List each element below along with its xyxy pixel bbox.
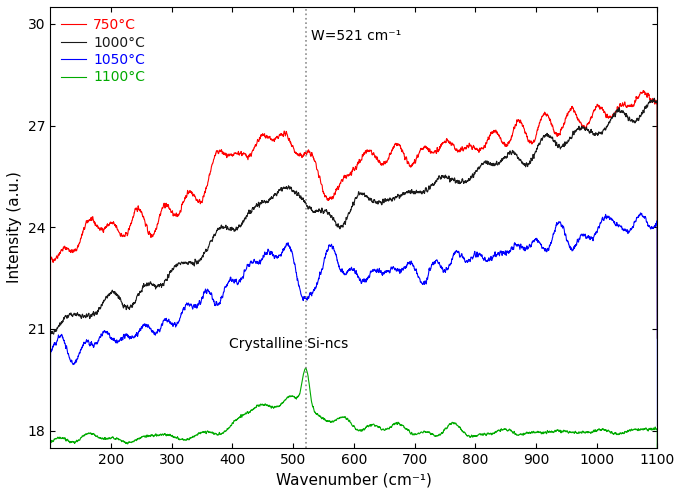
1050°C — [115, 338, 123, 344]
750°C — [279, 132, 287, 138]
1100°C — [279, 400, 287, 406]
Line: 1100°C: 1100°C — [50, 368, 657, 494]
1000°C — [576, 126, 584, 132]
1000°C — [306, 204, 314, 210]
Text: Crystalline Si-ncs: Crystalline Si-ncs — [229, 337, 349, 351]
1000°C — [653, 335, 662, 341]
750°C — [576, 120, 584, 125]
Legend: 750°C, 1000°C, 1050°C, 1100°C: 750°C, 1000°C, 1050°C, 1100°C — [57, 14, 149, 88]
1100°C — [115, 437, 123, 443]
Line: 1050°C: 1050°C — [50, 213, 657, 494]
Y-axis label: Intensity (a.u.): Intensity (a.u.) — [7, 171, 22, 283]
1000°C — [115, 295, 123, 301]
1100°C — [576, 429, 584, 435]
1050°C — [279, 246, 287, 252]
1050°C — [151, 332, 160, 338]
Text: W=521 cm⁻¹: W=521 cm⁻¹ — [311, 29, 401, 43]
1050°C — [636, 210, 644, 216]
750°C — [151, 227, 160, 233]
1000°C — [151, 285, 160, 290]
Line: 750°C: 750°C — [50, 90, 657, 494]
750°C — [115, 230, 123, 236]
750°C — [653, 335, 662, 341]
1050°C — [306, 292, 314, 298]
1100°C — [151, 432, 160, 438]
1100°C — [306, 383, 314, 389]
1000°C — [650, 95, 658, 101]
750°C — [642, 90, 650, 96]
1050°C — [642, 215, 650, 221]
1050°C — [653, 423, 662, 429]
750°C — [639, 87, 647, 93]
X-axis label: Wavenumber (cm⁻¹): Wavenumber (cm⁻¹) — [276, 472, 432, 487]
1000°C — [641, 103, 649, 109]
1100°C — [642, 425, 650, 431]
Line: 1000°C: 1000°C — [50, 98, 657, 494]
750°C — [306, 150, 314, 156]
1100°C — [302, 365, 310, 371]
1050°C — [576, 235, 584, 241]
1000°C — [279, 185, 287, 191]
